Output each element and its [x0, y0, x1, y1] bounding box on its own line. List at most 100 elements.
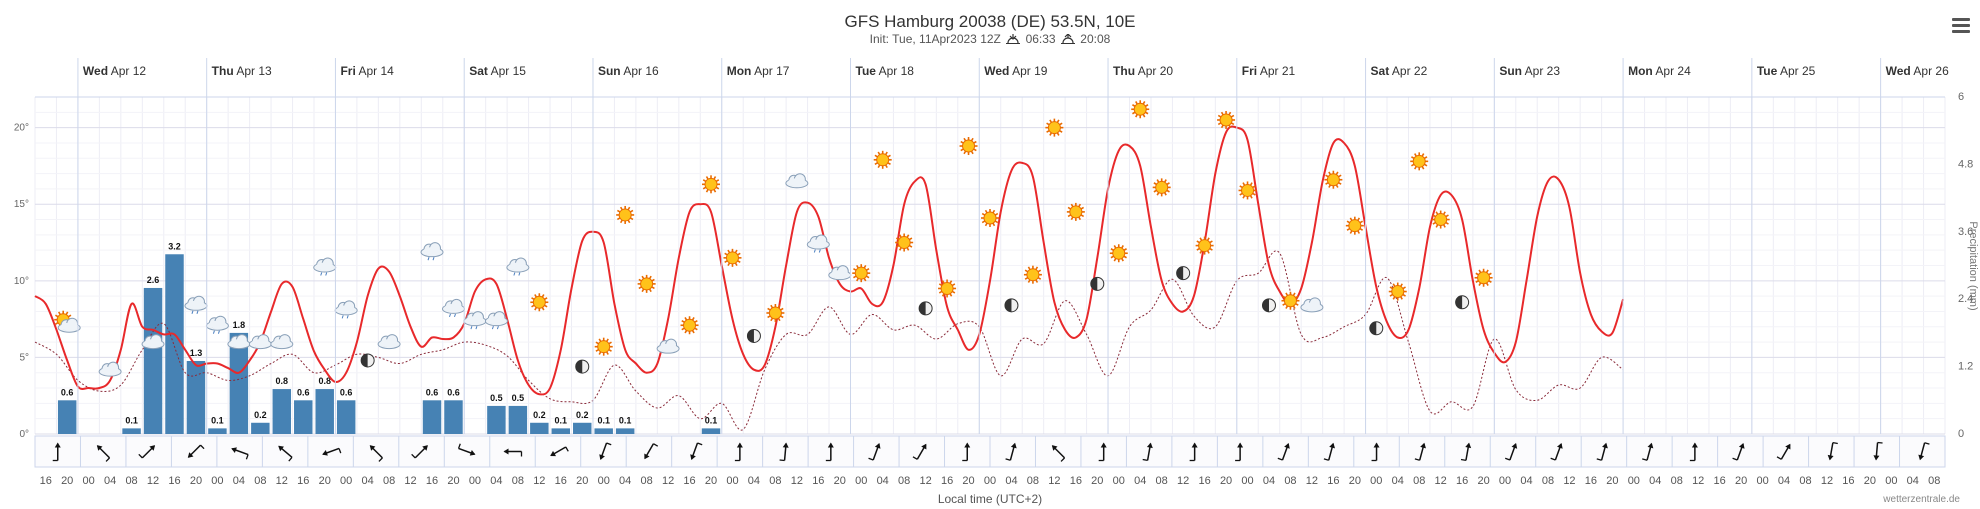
precip-label: 3.2 [168, 241, 181, 251]
cloud-icon [248, 334, 272, 350]
precip-label: 0.1 [211, 415, 224, 425]
time-tick-label: 08 [1671, 475, 1683, 487]
moon-icon [1004, 298, 1019, 313]
partly-cloudy-icon [54, 310, 81, 333]
y-tick-right: 4.8 [1958, 158, 1973, 170]
day-label: Tue Apr 25 [1757, 64, 1816, 78]
time-tick-label: 00 [469, 475, 481, 487]
precip-bar [444, 400, 463, 434]
sun-icon [637, 274, 656, 293]
sun-icon [1066, 202, 1085, 221]
wind-arrow-icon [779, 442, 789, 462]
precip-bar [701, 428, 721, 434]
time-tick-label: 16 [1842, 475, 1854, 487]
wind-arrow-icon [187, 444, 205, 458]
wind-row-layer [34, 435, 1946, 468]
sun-icon [959, 137, 978, 156]
time-tick-label: 12 [1048, 475, 1060, 487]
chart-subtitle: Init: Tue, 11Apr2023 12Z 06:33 20:08 [0, 32, 1980, 46]
time-tick-label: 12 [791, 475, 803, 487]
precip-label: 0.6 [61, 387, 74, 397]
day-label: Fri Apr 14 [340, 64, 394, 78]
time-tick-label: 00 [1241, 475, 1253, 487]
time-tick-label: 04 [490, 475, 502, 487]
init-text: Init: Tue, 11Apr2023 12Z [869, 32, 1001, 46]
precip-label: 0.5 [490, 393, 503, 403]
credit-text: wetterzentrale.de [1883, 494, 1960, 505]
day-label: Wed Apr 19 [984, 64, 1047, 78]
moon-icon [1090, 276, 1105, 291]
cloud-icon [98, 361, 122, 377]
sun-icon [723, 248, 742, 267]
time-tick-label: 08 [254, 475, 266, 487]
time-tick-label: 08 [769, 475, 781, 487]
wind-arrow-icon [962, 442, 971, 462]
rain-cloud-icon [506, 257, 530, 276]
time-tick-label: 16 [683, 475, 695, 487]
time-tick-label: 12 [919, 475, 931, 487]
wind-arrow-icon [825, 442, 834, 462]
precip-label: 0.8 [318, 376, 331, 386]
time-tick-label: 00 [211, 475, 223, 487]
time-tick-label: 20 [190, 475, 202, 487]
time-tick-label: 16 [426, 475, 438, 487]
sun-icon [1195, 236, 1214, 255]
time-tick-label: 12 [1821, 475, 1833, 487]
wind-arrow-icon [1142, 442, 1153, 462]
precip-bar [487, 405, 506, 434]
chart-title: GFS Hamburg 20038 (DE) 53.5N, 10E [844, 12, 1136, 31]
rain-cloud-icon [184, 295, 208, 314]
wind-arrow-icon [1776, 443, 1791, 460]
sun-icon [702, 175, 721, 194]
sunset-icon [1060, 34, 1075, 44]
wind-arrow-icon [1414, 442, 1426, 461]
sun-icon [981, 209, 999, 228]
time-tick-label: 12 [1177, 475, 1189, 487]
time-tick-label: 04 [1263, 475, 1275, 487]
time-tick-label: 00 [1370, 475, 1382, 487]
sun-icon [1345, 216, 1364, 235]
sunset-time: 20:08 [1080, 32, 1111, 46]
time-tick-label: 16 [812, 475, 824, 487]
y-tick-right: 1.2 [1958, 361, 1973, 373]
precip-label: 0.2 [254, 410, 267, 420]
time-tick-label: 00 [1499, 475, 1511, 487]
wind-arrow-icon [1460, 442, 1472, 462]
time-tick-label: 04 [362, 475, 374, 487]
hamburger-menu-icon[interactable] [1952, 18, 1970, 33]
time-tick-label: 16 [40, 475, 52, 487]
time-tick-label: 08 [1542, 475, 1554, 487]
wind-arrow-icon [457, 443, 476, 456]
y-tick-right: 0 [1958, 428, 1964, 440]
time-tick-label: 16 [168, 475, 180, 487]
precip-bar [272, 389, 292, 434]
sunrise-time: 06:33 [1025, 32, 1056, 46]
cloud-icon [141, 334, 165, 350]
wind-arrow-icon [690, 442, 703, 460]
sun-icon [680, 316, 699, 335]
time-tick-label: 00 [984, 475, 996, 487]
time-tick-label: 00 [1885, 475, 1897, 487]
rain-cloud-icon [806, 234, 830, 253]
time-tick-label: 04 [1778, 475, 1790, 487]
sun-icon [1023, 265, 1042, 284]
moon-icon [918, 301, 933, 316]
time-tick-label: 00 [340, 475, 352, 487]
time-tick-label: 20 [1091, 475, 1103, 487]
moon-icon [1261, 298, 1276, 313]
day-label: Sat Apr 15 [469, 64, 526, 78]
wind-arrow-icon [599, 442, 612, 460]
precip-bar [422, 400, 442, 434]
precip-label: 0.1 [597, 415, 610, 425]
time-tick-label: 04 [748, 475, 760, 487]
wind-arrow-icon [1504, 443, 1518, 461]
time-tick-label: 20 [1606, 475, 1618, 487]
time-tick-label: 12 [1306, 475, 1318, 487]
time-tick-label: 20 [705, 475, 717, 487]
wind-arrow-icon [1873, 441, 1883, 461]
time-tick-label: 20 [576, 475, 588, 487]
y-tick-right: 2.4 [1958, 293, 1973, 305]
precip-bar [57, 400, 77, 434]
